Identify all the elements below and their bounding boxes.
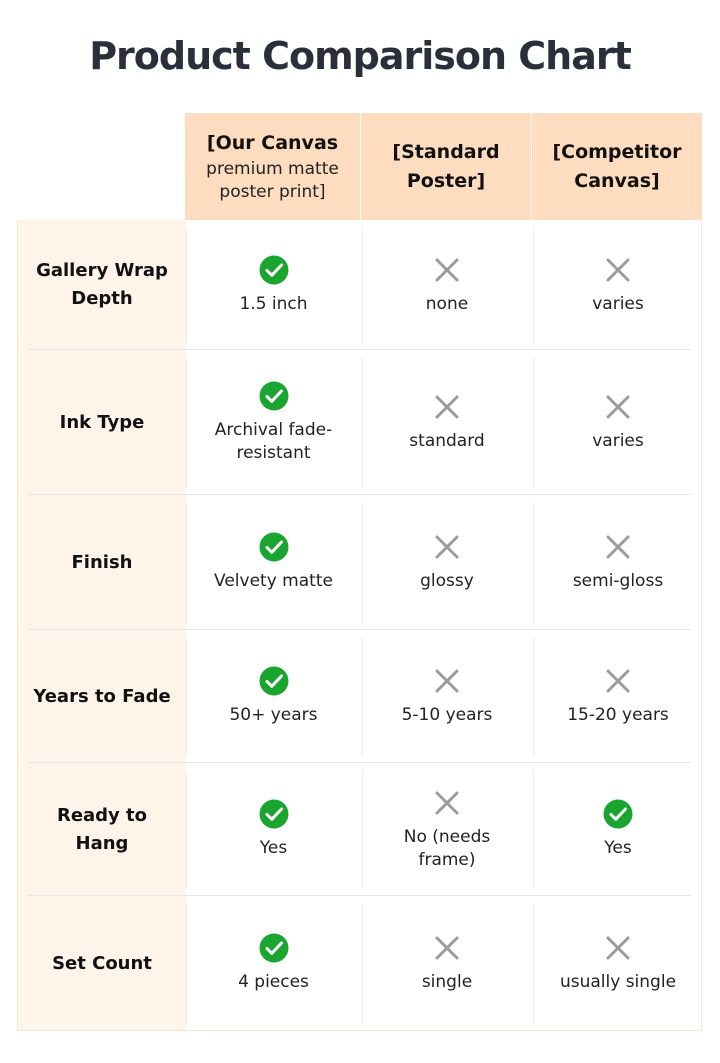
divider (533, 228, 534, 342)
divider (362, 228, 363, 342)
page-title: Product Comparison Chart (89, 34, 632, 78)
divider (533, 638, 534, 755)
row-label: Ready to Hang (56, 804, 148, 854)
table-cell: 4 pieces (186, 896, 361, 1031)
table-cell: 1.5 inch (186, 220, 361, 350)
column-title: [Competitor Canvas] (552, 140, 682, 192)
divider (186, 228, 187, 342)
row-label: Set Count (52, 952, 152, 974)
column-subtitle: premium matte poster print] (206, 159, 339, 202)
table-row: Set Count 4 pieces single usually single (18, 896, 701, 1031)
table-cell: single (362, 896, 532, 1031)
divider (362, 638, 363, 755)
table-cell: glossy (362, 495, 532, 630)
divider (186, 771, 187, 888)
check-circle-icon (259, 933, 289, 971)
cross-icon (432, 392, 462, 430)
table-cell: varies (533, 350, 703, 495)
check-circle-icon (259, 255, 289, 293)
cell-value: 50+ years (229, 705, 318, 725)
row-separator (28, 895, 691, 896)
table-cell: semi-gloss (533, 495, 703, 630)
cross-icon (432, 666, 462, 704)
table-row: Years to Fade 50+ years 5-10 years 15-20 ye… (18, 630, 701, 763)
cross-icon (603, 666, 633, 704)
divider (186, 358, 187, 487)
table-cell: 15-20 years (533, 630, 703, 763)
row-label: Finish (71, 551, 133, 573)
cell-value: Velvety matte (214, 571, 333, 591)
divider (362, 904, 363, 1023)
row-separator (28, 762, 691, 763)
cell-value: Yes (259, 838, 288, 858)
table-cell: usually single (533, 896, 703, 1031)
row-label: Gallery Wrap Depth (36, 260, 168, 309)
cell-value: varies (592, 431, 644, 451)
cell-value: usually single (559, 972, 677, 992)
table-row: Gallery Wrap Depth 1.5 inch none varies (18, 220, 701, 350)
divider (533, 358, 534, 487)
column-header-standard-poster: [Standard Poster] (361, 113, 531, 220)
cell-value: single (421, 972, 473, 992)
comparison-table: Gallery Wrap Depth 1.5 inch none varies Ink … (17, 220, 702, 1031)
cross-icon (603, 532, 633, 570)
row-separator (28, 349, 691, 350)
row-label: Ink Type (59, 411, 145, 433)
table-cell: 50+ years (186, 630, 361, 763)
cross-icon (432, 933, 462, 971)
table-cell: No (needs frame) (362, 763, 532, 896)
cell-value: glossy (420, 571, 474, 591)
divider (362, 771, 363, 888)
cell-value: Yes (604, 838, 632, 858)
table-row: Ready to Hang Yes No (needs frame) Yes (18, 763, 701, 896)
table-row: Finish Velvety matte glossy semi-gloss (18, 495, 701, 630)
check-circle-icon (259, 532, 289, 570)
divider (533, 904, 534, 1023)
cell-value: 1.5 inch (239, 293, 308, 314)
table-cell: varies (533, 220, 703, 350)
cell-value: 4 pieces (238, 972, 309, 992)
check-circle-icon (259, 381, 289, 419)
column-header-competitor-canvas: [Competitor Canvas] (532, 113, 702, 220)
table-cell: none (362, 220, 532, 350)
cell-value: standard (409, 431, 485, 451)
divider (186, 904, 187, 1023)
cross-icon (432, 532, 462, 570)
row-separator (28, 629, 691, 630)
divider (362, 358, 363, 487)
check-circle-icon (259, 666, 289, 704)
cell-value: semi-gloss (572, 571, 664, 591)
cross-icon (432, 788, 462, 826)
divider (186, 503, 187, 622)
cell-value: Archival fade-resistant (214, 419, 333, 463)
divider (362, 503, 363, 622)
cross-icon (603, 255, 633, 293)
check-circle-icon (259, 799, 289, 837)
cell-value: No (needs frame) (403, 826, 491, 870)
cell-value: 5-10 years (401, 705, 493, 725)
divider (186, 638, 187, 755)
cell-value: 15-20 years (567, 705, 669, 725)
column-title: [Our Canvas (206, 132, 339, 154)
divider (533, 771, 534, 888)
row-label: Years to Fade (33, 685, 171, 707)
cross-icon (603, 392, 633, 430)
divider (533, 503, 534, 622)
cross-icon (432, 255, 462, 293)
table-cell: Archival fade-resistant (186, 350, 361, 495)
table-cell: Yes (533, 763, 703, 896)
cell-value: none (425, 293, 469, 314)
table-cell: Yes (186, 763, 361, 896)
column-header-our-canvas: [Our Canvas premium matte poster print] (185, 113, 360, 220)
row-separator (28, 494, 691, 495)
cell-value: varies (592, 293, 644, 314)
table-cell: 5-10 years (362, 630, 532, 763)
table-row: Ink Type Archival fade-resistant standard v… (18, 350, 701, 495)
cross-icon (603, 933, 633, 971)
column-title: [Standard Poster] (392, 140, 500, 192)
table-cell: Velvety matte (186, 495, 361, 630)
table-cell: standard (362, 350, 532, 495)
check-circle-icon (603, 799, 633, 837)
